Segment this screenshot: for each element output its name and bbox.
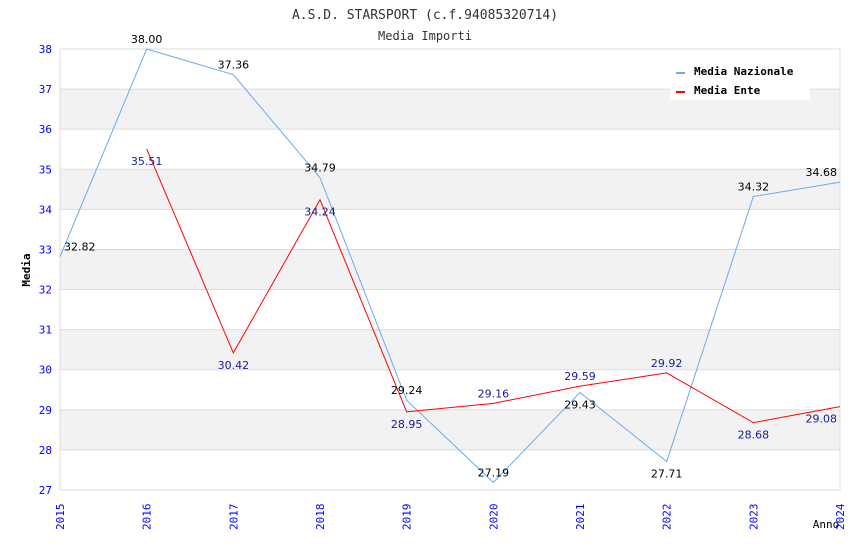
x-tick-label: 2021 (574, 504, 587, 531)
grid-band (60, 129, 840, 170)
data-label: 34.79 (304, 162, 336, 175)
data-label: 37.36 (218, 59, 250, 72)
x-tick-label: 2015 (54, 504, 67, 531)
legend-swatch-ente (676, 91, 685, 93)
x-tick-label: 2020 (487, 503, 500, 530)
y-tick-label: 30 (39, 364, 52, 377)
y-axis-label: Media (20, 253, 33, 286)
x-tick-label: 2019 (401, 504, 414, 531)
data-label: 32.82 (64, 241, 96, 254)
x-tick-label: 2023 (747, 504, 760, 531)
data-label: 28.68 (738, 429, 770, 442)
chart-subtitle: Media Importi (378, 29, 472, 43)
data-label: 29.08 (806, 413, 838, 426)
y-tick-label: 33 (39, 243, 52, 256)
grid-band (60, 369, 840, 410)
legend-label-nazionale: Media Nazionale (694, 65, 794, 78)
x-axis-label: Anno (813, 518, 840, 531)
x-tick-label: 2024 (834, 503, 847, 530)
y-tick-label: 31 (39, 324, 52, 337)
x-tick-label: 2017 (227, 504, 240, 531)
legend: Media Nazionale Media Ente (670, 60, 810, 100)
data-label: 28.95 (391, 418, 423, 431)
grid-band (60, 409, 840, 450)
y-tick-label: 35 (39, 163, 52, 176)
data-label: 38.00 (131, 33, 163, 46)
data-label: 34.32 (738, 181, 770, 194)
y-tick-label: 29 (39, 404, 52, 417)
grid-band (60, 209, 840, 250)
data-label: 34.68 (806, 166, 838, 179)
data-label: 29.16 (478, 387, 510, 400)
data-label: 35.51 (131, 155, 163, 168)
legend-label-ente: Media Ente (694, 84, 761, 97)
x-tick-label: 2022 (661, 504, 674, 531)
grid-band (60, 289, 840, 330)
grid-band (60, 329, 840, 370)
series-line-1 (146, 148, 841, 424)
data-label: 29.43 (564, 399, 596, 412)
grid-band (60, 249, 840, 290)
data-label: 29.92 (651, 357, 683, 370)
y-tick-label: 34 (39, 203, 53, 216)
data-label: 29.59 (564, 370, 596, 383)
legend-swatch-nazionale (676, 72, 685, 74)
y-tick-label: 28 (39, 444, 52, 457)
grid-band (60, 449, 840, 490)
series-line-0 (59, 48, 841, 484)
y-tick-label: 37 (39, 83, 52, 96)
data-label: 27.19 (478, 466, 510, 479)
y-tick-label: 38 (39, 43, 52, 56)
data-label: 29.24 (391, 384, 423, 397)
grid-band (60, 169, 840, 210)
data-label: 34.24 (304, 206, 336, 219)
data-label: 27.71 (651, 468, 683, 481)
x-tick-label: 2018 (314, 504, 327, 531)
y-tick-label: 27 (39, 484, 52, 497)
chart-title: A.S.D. STARSPORT (c.f.94085320714) (292, 8, 558, 23)
data-label: 30.42 (218, 359, 250, 372)
y-tick-label: 32 (39, 284, 52, 297)
y-tick-label: 36 (39, 123, 52, 136)
x-tick-label: 2016 (141, 504, 154, 531)
